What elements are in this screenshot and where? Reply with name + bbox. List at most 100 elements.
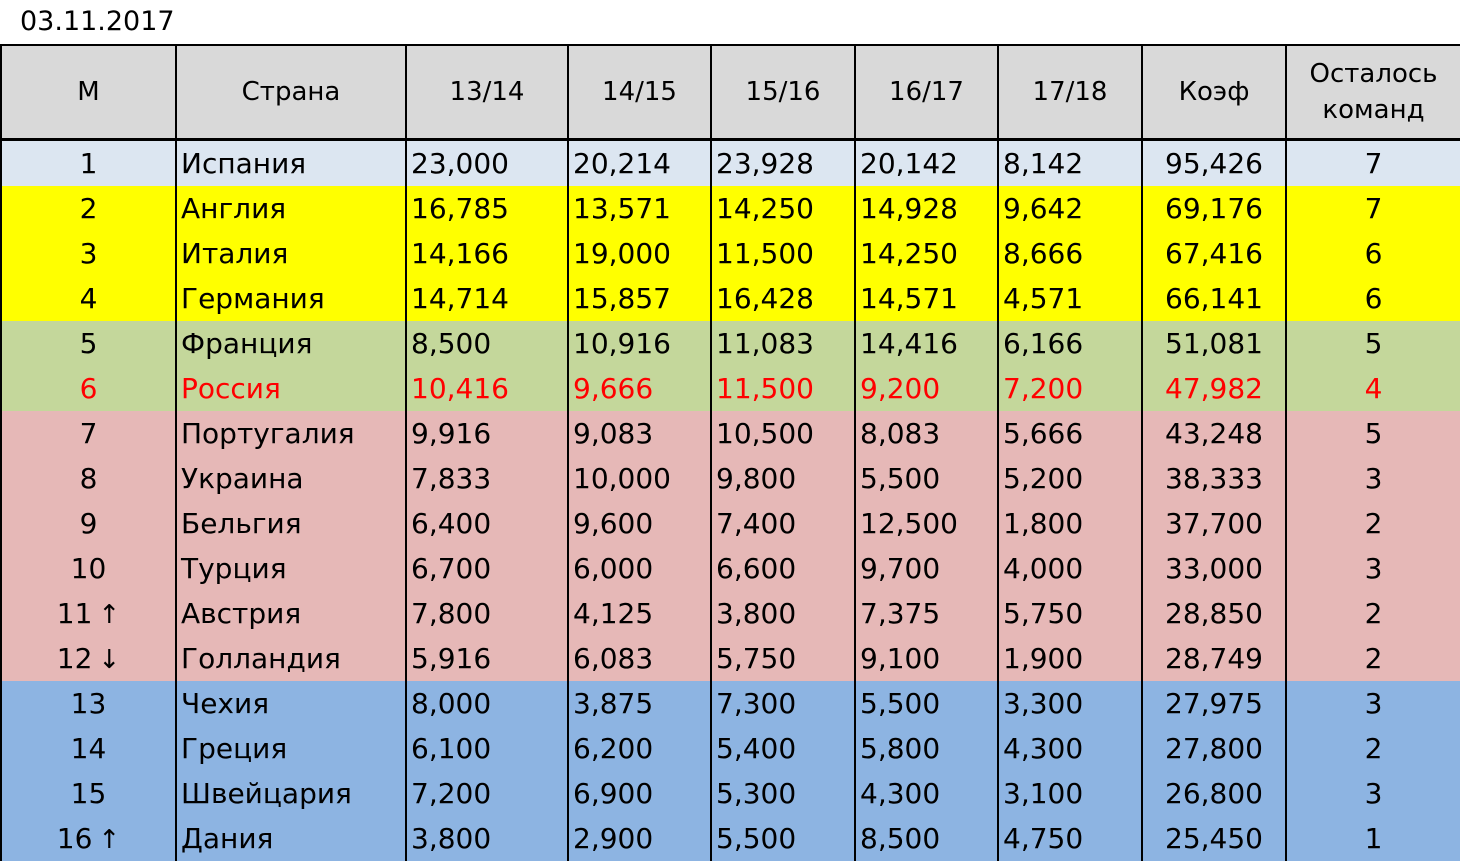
- cell-teams-left[interactable]: 1: [1285, 816, 1460, 861]
- cell-season-15-16[interactable]: 14,250: [710, 186, 856, 231]
- cell-coefficient[interactable]: 28,749: [1141, 636, 1287, 681]
- cell-country[interactable]: Россия: [175, 366, 407, 411]
- cell-rank[interactable]: 1: [0, 139, 177, 186]
- cell-coefficient[interactable]: 47,982: [1141, 366, 1287, 411]
- cell-season-16-17[interactable]: 9,100: [854, 636, 999, 681]
- cell-season-17-18[interactable]: 4,571: [997, 276, 1143, 321]
- cell-coefficient[interactable]: 26,800: [1141, 771, 1287, 816]
- cell-season-13-14[interactable]: 8,500: [405, 321, 569, 366]
- cell-season-15-16[interactable]: 9,800: [710, 456, 856, 501]
- cell-season-13-14[interactable]: 14,166: [405, 231, 569, 276]
- cell-season-17-18[interactable]: 1,800: [997, 501, 1143, 546]
- cell-rank[interactable]: 12 ↓: [0, 636, 177, 681]
- cell-coefficient[interactable]: 27,800: [1141, 726, 1287, 771]
- cell-season-15-16[interactable]: 10,500: [710, 411, 856, 456]
- cell-country[interactable]: Турция: [175, 546, 407, 591]
- cell-country[interactable]: Дания: [175, 816, 407, 861]
- cell-season-14-15[interactable]: 2,900: [567, 816, 712, 861]
- cell-rank[interactable]: 9: [0, 501, 177, 546]
- cell-season-13-14[interactable]: 5,916: [405, 636, 569, 681]
- cell-season-15-16[interactable]: 5,400: [710, 726, 856, 771]
- cell-season-17-18[interactable]: 5,666: [997, 411, 1143, 456]
- cell-season-13-14[interactable]: 16,785: [405, 186, 569, 231]
- cell-coefficient[interactable]: 67,416: [1141, 231, 1287, 276]
- cell-coefficient[interactable]: 27,975: [1141, 681, 1287, 726]
- header-season-14-15[interactable]: 14/15: [567, 44, 712, 141]
- cell-season-13-14[interactable]: 7,200: [405, 771, 569, 816]
- header-rank[interactable]: М: [0, 44, 177, 141]
- cell-country[interactable]: Италия: [175, 231, 407, 276]
- cell-season-14-15[interactable]: 10,916: [567, 321, 712, 366]
- cell-rank[interactable]: 4: [0, 276, 177, 321]
- cell-teams-left[interactable]: 2: [1285, 726, 1460, 771]
- cell-coefficient[interactable]: 37,700: [1141, 501, 1287, 546]
- cell-season-17-18[interactable]: 4,300: [997, 726, 1143, 771]
- cell-season-17-18[interactable]: 3,300: [997, 681, 1143, 726]
- cell-country[interactable]: Испания: [175, 139, 407, 186]
- cell-season-15-16[interactable]: 7,400: [710, 501, 856, 546]
- header-season-13-14[interactable]: 13/14: [405, 44, 569, 141]
- cell-season-14-15[interactable]: 10,000: [567, 456, 712, 501]
- cell-season-14-15[interactable]: 9,666: [567, 366, 712, 411]
- cell-season-16-17[interactable]: 5,500: [854, 681, 999, 726]
- cell-season-16-17[interactable]: 7,375: [854, 591, 999, 636]
- cell-teams-left[interactable]: 6: [1285, 276, 1460, 321]
- cell-season-13-14[interactable]: 10,416: [405, 366, 569, 411]
- cell-coefficient[interactable]: 69,176: [1141, 186, 1287, 231]
- cell-season-16-17[interactable]: 14,416: [854, 321, 999, 366]
- cell-season-17-18[interactable]: 4,750: [997, 816, 1143, 861]
- cell-teams-left[interactable]: 2: [1285, 591, 1460, 636]
- cell-season-13-14[interactable]: 14,714: [405, 276, 569, 321]
- cell-rank[interactable]: 2: [0, 186, 177, 231]
- cell-teams-left[interactable]: 2: [1285, 636, 1460, 681]
- cell-season-15-16[interactable]: 3,800: [710, 591, 856, 636]
- cell-teams-left[interactable]: 5: [1285, 321, 1460, 366]
- cell-season-16-17[interactable]: 8,083: [854, 411, 999, 456]
- cell-season-13-14[interactable]: 23,000: [405, 139, 569, 186]
- cell-season-17-18[interactable]: 1,900: [997, 636, 1143, 681]
- cell-season-16-17[interactable]: 9,700: [854, 546, 999, 591]
- cell-coefficient[interactable]: 28,850: [1141, 591, 1287, 636]
- cell-season-17-18[interactable]: 8,142: [997, 139, 1143, 186]
- cell-season-16-17[interactable]: 8,500: [854, 816, 999, 861]
- cell-country[interactable]: Голландия: [175, 636, 407, 681]
- cell-season-16-17[interactable]: 14,250: [854, 231, 999, 276]
- cell-coefficient[interactable]: 38,333: [1141, 456, 1287, 501]
- cell-rank[interactable]: 10: [0, 546, 177, 591]
- cell-season-15-16[interactable]: 23,928: [710, 139, 856, 186]
- cell-season-14-15[interactable]: 3,875: [567, 681, 712, 726]
- cell-rank[interactable]: 15: [0, 771, 177, 816]
- cell-season-17-18[interactable]: 8,666: [997, 231, 1143, 276]
- cell-coefficient[interactable]: 43,248: [1141, 411, 1287, 456]
- cell-country[interactable]: Португалия: [175, 411, 407, 456]
- cell-season-16-17[interactable]: 5,500: [854, 456, 999, 501]
- cell-coefficient[interactable]: 33,000: [1141, 546, 1287, 591]
- cell-season-14-15[interactable]: 15,857: [567, 276, 712, 321]
- cell-season-15-16[interactable]: 16,428: [710, 276, 856, 321]
- cell-teams-left[interactable]: 3: [1285, 456, 1460, 501]
- cell-season-16-17[interactable]: 4,300: [854, 771, 999, 816]
- cell-teams-left[interactable]: 2: [1285, 501, 1460, 546]
- cell-rank[interactable]: 11 ↑: [0, 591, 177, 636]
- cell-teams-left[interactable]: 5: [1285, 411, 1460, 456]
- cell-season-17-18[interactable]: 4,000: [997, 546, 1143, 591]
- cell-teams-left[interactable]: 7: [1285, 186, 1460, 231]
- cell-teams-left[interactable]: 3: [1285, 681, 1460, 726]
- header-teams-left[interactable]: Осталось команд: [1285, 44, 1460, 141]
- cell-teams-left[interactable]: 4: [1285, 366, 1460, 411]
- cell-teams-left[interactable]: 6: [1285, 231, 1460, 276]
- cell-season-15-16[interactable]: 6,600: [710, 546, 856, 591]
- cell-season-14-15[interactable]: 6,000: [567, 546, 712, 591]
- cell-season-15-16[interactable]: 5,500: [710, 816, 856, 861]
- cell-season-17-18[interactable]: 7,200: [997, 366, 1143, 411]
- cell-rank[interactable]: 3: [0, 231, 177, 276]
- cell-season-14-15[interactable]: 4,125: [567, 591, 712, 636]
- cell-season-13-14[interactable]: 8,000: [405, 681, 569, 726]
- cell-season-14-15[interactable]: 6,083: [567, 636, 712, 681]
- cell-season-17-18[interactable]: 5,750: [997, 591, 1143, 636]
- cell-season-16-17[interactable]: 14,571: [854, 276, 999, 321]
- header-season-16-17[interactable]: 16/17: [854, 44, 999, 141]
- cell-teams-left[interactable]: 3: [1285, 546, 1460, 591]
- cell-rank[interactable]: 14: [0, 726, 177, 771]
- cell-rank[interactable]: 5: [0, 321, 177, 366]
